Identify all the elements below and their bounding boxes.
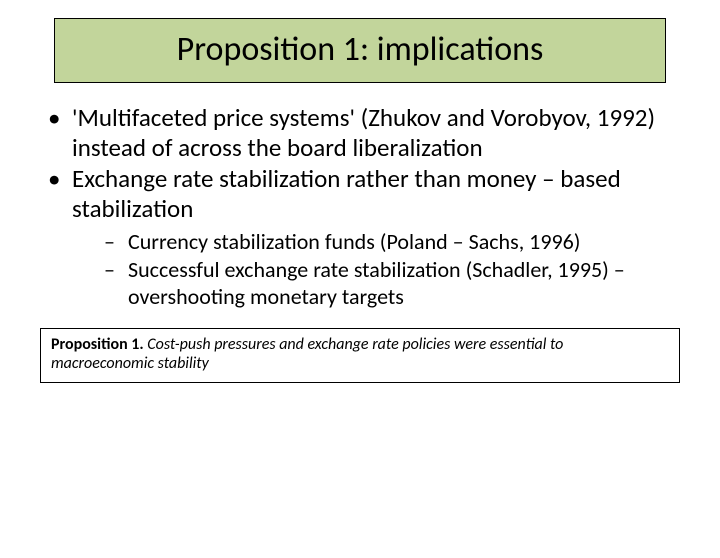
list-item: Successful exchange rate stabilization (… <box>72 257 680 310</box>
bullet-text: Exchange rate stabilization rather than … <box>72 163 621 224</box>
sub-bullet-text: Currency stabilization funds (Poland – S… <box>128 228 580 255</box>
sub-bullet-text: Successful exchange rate stabilization (… <box>128 256 625 309</box>
proposition-footer: Proposition 1. Cost-push pressures and e… <box>40 328 680 382</box>
content-area: 'Multifaceted price systems' (Zhukov and… <box>40 103 680 310</box>
footer-label: Proposition 1. <box>51 335 144 354</box>
list-item: 'Multifaceted price systems' (Zhukov and… <box>40 103 680 162</box>
sub-bullet-list: Currency stabilization funds (Poland – S… <box>72 229 680 310</box>
title-box: Proposition 1: implications <box>54 18 666 83</box>
bullet-text: 'Multifaceted price systems' (Zhukov and… <box>72 102 655 163</box>
bullet-list: 'Multifaceted price systems' (Zhukov and… <box>40 103 680 310</box>
list-item: Currency stabilization funds (Poland – S… <box>72 229 680 255</box>
list-item: Exchange rate stabilization rather than … <box>40 164 680 310</box>
slide-title: Proposition 1: implications <box>63 29 657 70</box>
